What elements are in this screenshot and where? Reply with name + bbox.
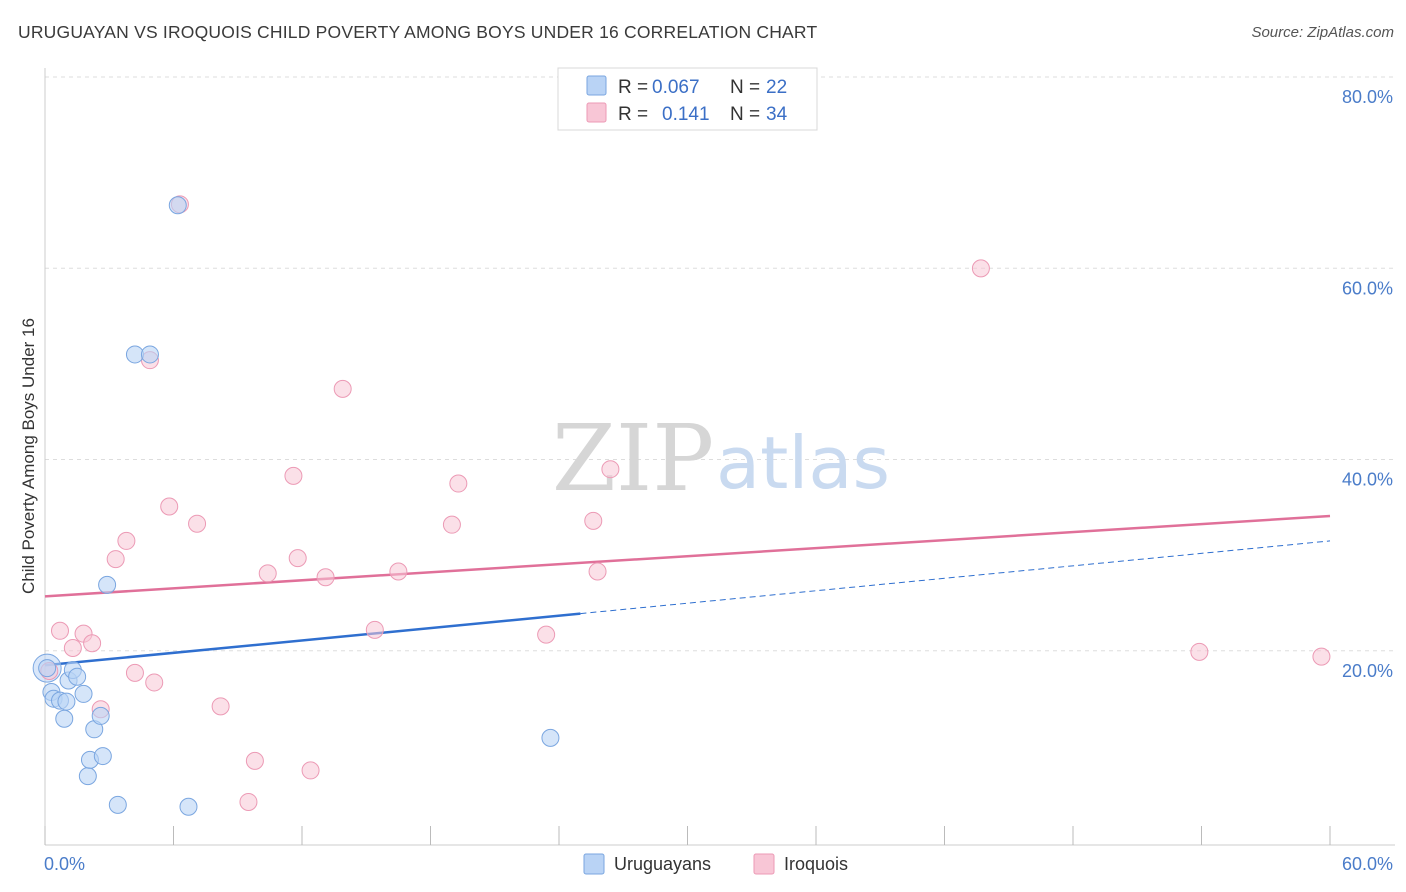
uruguayans-trend-extension xyxy=(580,540,1331,615)
uruguayans-point xyxy=(93,747,112,766)
uruguayans-point xyxy=(38,659,57,678)
uruguayans-point xyxy=(179,797,198,816)
iroquois-point xyxy=(316,568,335,587)
watermark-zip: ZIP xyxy=(552,405,714,512)
y-tick-label: 60.0% xyxy=(1342,278,1393,298)
iroquois-point xyxy=(211,697,230,716)
uruguayans-point xyxy=(91,706,110,725)
iroquois-point xyxy=(160,497,179,516)
iroquois-point xyxy=(365,620,384,639)
legend-swatch-uruguayans xyxy=(586,75,607,96)
data-points xyxy=(32,195,1331,816)
iroquois-point xyxy=(584,511,603,530)
iroquois-point xyxy=(1190,642,1209,661)
iroquois-point xyxy=(50,621,69,640)
series-legend: Uruguayans Iroquois xyxy=(583,853,848,875)
y-tick-labels: 20.0% 40.0% 60.0% 80.0% xyxy=(1342,87,1393,681)
uruguayans-point xyxy=(108,795,127,814)
iroquois-point xyxy=(588,562,607,581)
iroquois-point xyxy=(239,792,258,811)
uruguayans-point xyxy=(168,196,187,215)
iroquois-point xyxy=(389,562,408,581)
uruguayans-point xyxy=(140,345,159,364)
legend-r-value: 0.141 xyxy=(662,104,710,125)
legend-n-value: 22 xyxy=(766,77,787,98)
x-tick-label: 0.0% xyxy=(44,854,85,874)
uruguayans-point xyxy=(541,728,560,747)
iroquois-point xyxy=(971,259,990,278)
x-tick-labels: 0.0% 60.0% xyxy=(44,854,1393,874)
legend-r-label: R = xyxy=(618,104,648,125)
iroquois-point xyxy=(333,379,352,398)
legend-r-value: 0.067 xyxy=(652,77,700,98)
legend-r-label: R = xyxy=(618,77,648,98)
iroquois-point xyxy=(1312,647,1331,666)
y-tick-label: 40.0% xyxy=(1342,470,1393,490)
y-tick-label: 80.0% xyxy=(1342,87,1393,107)
iroquois-point xyxy=(288,549,307,568)
iroquois-point xyxy=(125,663,144,682)
iroquois-point xyxy=(145,673,164,692)
source-credit: Source: ZipAtlas.com xyxy=(1251,24,1394,41)
uruguayans-trend-line xyxy=(44,612,581,667)
iroquois-point xyxy=(63,639,82,658)
iroquois-point xyxy=(601,460,620,479)
iroquois-point xyxy=(537,625,556,644)
legend-n-label: N = xyxy=(730,77,760,98)
uruguayans-point xyxy=(55,709,74,728)
uruguayans-point xyxy=(78,767,97,786)
iroquois-point xyxy=(117,531,136,550)
iroquois-trend-line xyxy=(44,514,1331,598)
iroquois-point xyxy=(284,466,303,485)
chart-title: URUGUAYAN VS IROQUOIS CHILD POVERTY AMON… xyxy=(18,22,818,42)
correlation-legend: R = 0.067 N = 22 R = 0.141 N = 34 xyxy=(557,67,818,131)
iroquois-point xyxy=(258,564,277,583)
bottom-legend-iroquois: Iroquois xyxy=(784,854,848,874)
bottom-legend-uruguayans: Uruguayans xyxy=(614,854,711,874)
iroquois-point xyxy=(449,474,468,493)
axes xyxy=(44,68,1395,846)
uruguayans-point xyxy=(74,684,93,703)
x-tick-label: 60.0% xyxy=(1342,854,1393,874)
iroquois-point xyxy=(188,514,207,533)
iroquois-point xyxy=(442,515,461,534)
bottom-legend-swatch-uruguayans xyxy=(583,853,605,875)
bottom-legend-swatch-iroquois xyxy=(753,853,775,875)
trend-lines xyxy=(44,514,1331,667)
iroquois-point xyxy=(106,550,125,569)
iroquois-point xyxy=(245,751,264,770)
uruguayans-point xyxy=(98,575,117,594)
uruguayans-point xyxy=(57,692,76,711)
legend-n-label: N = xyxy=(730,104,760,125)
y-axis-label: Child Poverty Among Boys Under 16 xyxy=(19,318,38,594)
legend-n-value: 34 xyxy=(766,104,788,125)
watermark-atlas: atlas xyxy=(716,421,890,505)
y-tick-label: 20.0% xyxy=(1342,661,1393,681)
legend-swatch-iroquois xyxy=(586,102,607,123)
iroquois-point xyxy=(83,634,102,653)
iroquois-point xyxy=(301,761,320,780)
grid-lines xyxy=(45,76,1395,652)
uruguayans-point xyxy=(68,667,87,686)
uruguayans-point xyxy=(125,345,144,364)
